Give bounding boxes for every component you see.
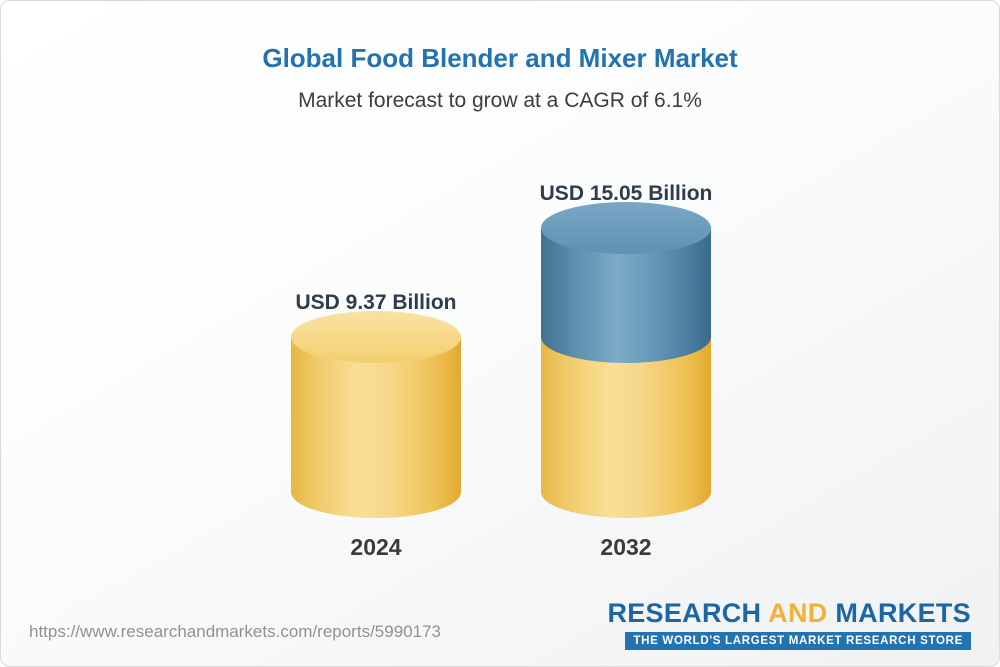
logo-markets-text: MARKETS [835, 598, 971, 628]
cylinder-2032-blue-segment [541, 202, 711, 363]
bar-group-2024: USD 9.37 Billion 2024 [291, 291, 461, 561]
logo-and-text: AND [768, 598, 828, 628]
report-url: https://www.researchandmarkets.com/repor… [29, 622, 441, 641]
cylinder-2032 [541, 202, 711, 518]
page-title: Global Food Blender and Mixer Market [262, 43, 738, 73]
bar-value-label-2032: USD 15.05 Billion [539, 182, 713, 205]
logo-wordmark: RESEARCH AND MARKETS [607, 598, 971, 629]
bar-value-label-2024: USD 9.37 Billion [295, 291, 457, 314]
cylinder-2024-gold-segment [291, 311, 461, 518]
year-label-2032: 2032 [600, 534, 652, 560]
page-subtitle: Market forecast to grow at a CAGR of 6.1… [298, 89, 702, 112]
cylinder-2024 [291, 311, 461, 518]
cylinder-2024-top-cap [291, 311, 461, 363]
year-label-2024: 2024 [350, 534, 402, 560]
cylinder-2032-top-cap [541, 202, 711, 254]
research-and-markets-logo: RESEARCH AND MARKETS THE WORLD'S LARGEST… [607, 598, 971, 650]
logo-tagline: THE WORLD'S LARGEST MARKET RESEARCH STOR… [625, 632, 971, 650]
bar-group-2032: USD 15.05 Billion 2032 [539, 182, 713, 561]
cylinder-2032-gold-segment [541, 337, 711, 518]
logo-research-text: RESEARCH [607, 598, 762, 628]
